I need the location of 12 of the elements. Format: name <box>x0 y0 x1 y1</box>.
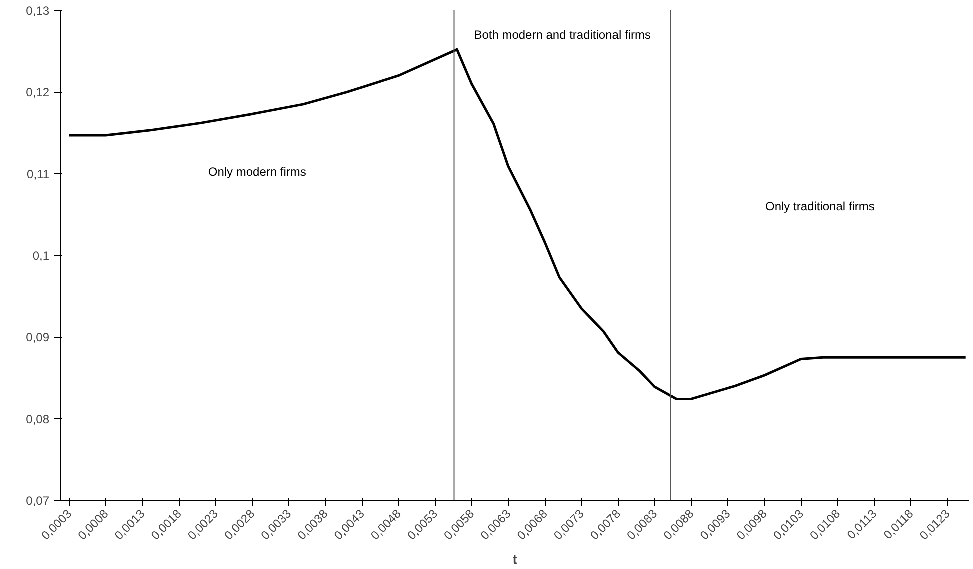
annotation: Only modern firms <box>208 165 306 180</box>
y-tick-label: 0,07 <box>26 494 50 508</box>
y-tick-label: 0,09 <box>26 330 50 345</box>
y-tick-label: 0,12 <box>26 86 50 100</box>
y-tick-label: 0,08 <box>26 412 50 426</box>
annotation: Both modern and traditional firms <box>474 28 651 42</box>
line-series <box>68 48 968 400</box>
y-tick-label: 0,11 <box>27 167 50 182</box>
x-axis-title: t <box>512 552 518 567</box>
y-tick-label: 0,13 <box>26 4 50 18</box>
y-tick-label: 0,1 <box>32 249 50 263</box>
annotation: Only traditional firms <box>766 200 875 214</box>
